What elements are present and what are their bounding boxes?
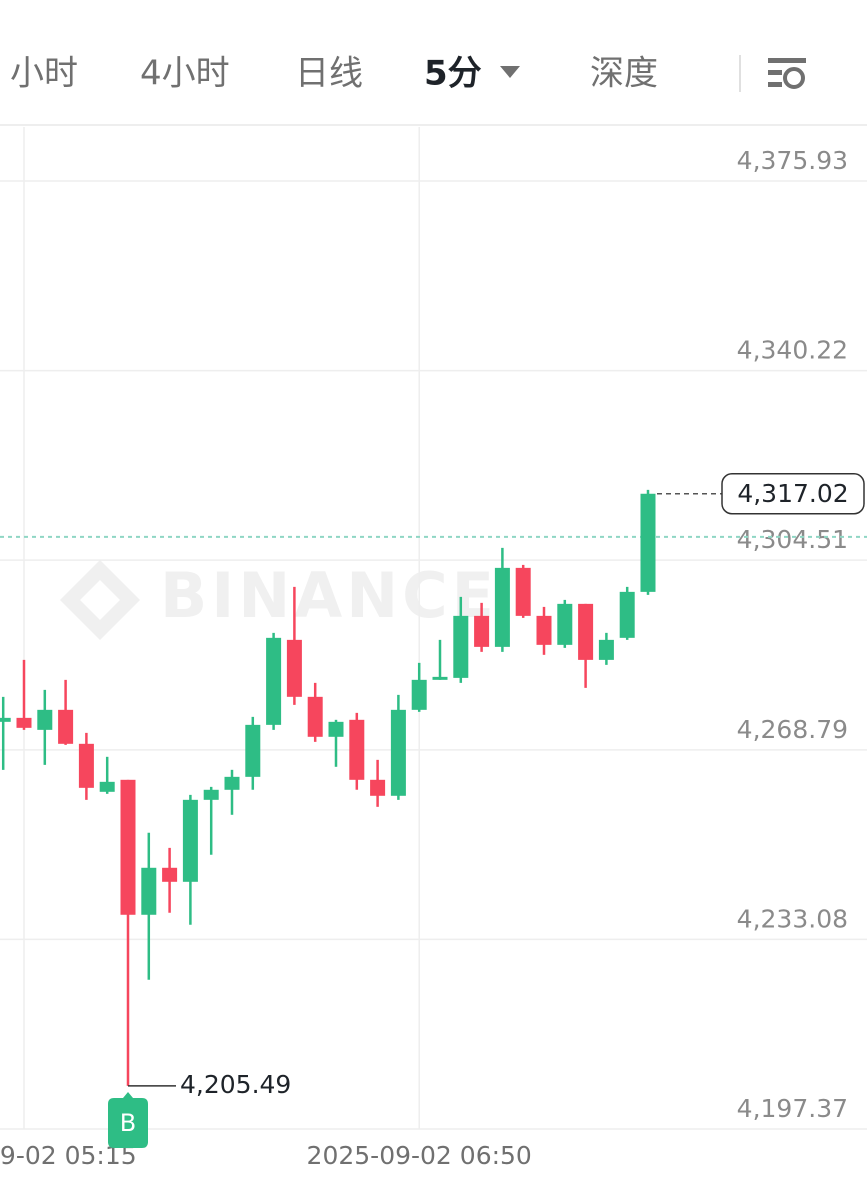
trade-marker: [108, 1092, 148, 1148]
dropdown-arrow[interactable]: [500, 66, 520, 78]
y-tick-label: 4,197.37: [737, 1094, 848, 1123]
tab[interactable]: 深度: [590, 54, 658, 94]
candle-body: [390, 709, 406, 796]
candle-body: [619, 591, 635, 638]
x-tick-label: 2025-09-02 06:50: [307, 1141, 532, 1170]
candle-body: [162, 867, 178, 882]
candle-body: [99, 781, 115, 792]
watermark: BINANCE: [160, 559, 498, 632]
trade-marker-label: B: [120, 1109, 136, 1137]
y-tick-label: 4,375.93: [737, 146, 848, 175]
candle-body: [474, 615, 490, 647]
candle-body: [182, 799, 198, 882]
candle-body: [432, 676, 448, 680]
y-tick-label: 4,233.08: [737, 904, 848, 933]
y-tick-label: 4,268.79: [737, 715, 848, 744]
candle-body: [141, 867, 157, 915]
candle-body: [578, 603, 594, 660]
candle-body: [411, 679, 427, 710]
candle-body: [245, 724, 261, 777]
candle-body: [307, 696, 323, 737]
tab[interactable]: 日线: [295, 54, 363, 94]
candle-body: [37, 709, 53, 730]
candle-body: [349, 719, 365, 780]
last-price-label: 4,317.02: [737, 479, 848, 508]
candle-body: [494, 567, 510, 647]
candle-body: [370, 779, 386, 796]
tab[interactable]: 小时: [10, 54, 78, 94]
last-price-box: [721, 473, 865, 515]
y-tick-label: 4,304.51: [737, 525, 848, 554]
tab-active[interactable]: 5分: [424, 54, 482, 94]
candle-body: [0, 717, 11, 722]
candle-body: [120, 779, 136, 915]
candle-body: [557, 603, 573, 645]
tab[interactable]: 4小时: [140, 54, 230, 94]
candle-body: [224, 776, 240, 790]
low-label: 4,205.49: [180, 1070, 291, 1099]
candle-body: [536, 615, 552, 645]
candle-body: [78, 743, 94, 788]
candle-body: [203, 789, 219, 800]
candle-body: [515, 567, 531, 616]
candle-body: [640, 493, 656, 592]
candle-body: [58, 709, 74, 744]
candle-body: [266, 637, 282, 725]
candle-body: [286, 639, 302, 697]
tab-bar: [0, 0, 867, 125]
candle-body: [16, 717, 32, 728]
candle-body: [328, 721, 344, 737]
y-tick-label: 4,340.22: [737, 336, 848, 365]
candle-body: [598, 639, 614, 660]
candle-body: [453, 615, 469, 678]
watermark-logo: [60, 560, 140, 640]
settings-icon[interactable]: [768, 58, 806, 89]
